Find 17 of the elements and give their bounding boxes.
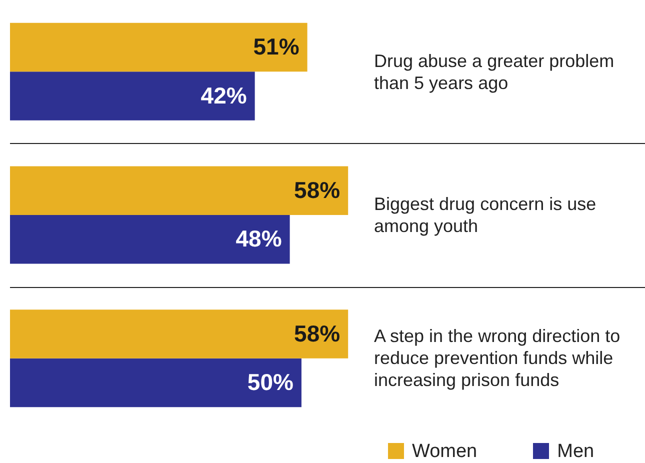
data-label: 58%: [294, 320, 340, 346]
data-label: 51%: [253, 34, 300, 60]
y-tick-label: A step in the wrong direction to reduce prevention funds while increasing prison funds: [374, 325, 622, 392]
legend-label: Men: [556, 441, 594, 463]
data-label: 42%: [200, 82, 247, 108]
data-label: 58%: [294, 176, 340, 203]
y-tick-label: Biggest drug concern is use among youth: [374, 193, 598, 237]
bar: [10, 72, 255, 120]
bar: [10, 166, 348, 215]
legend-label: Women: [411, 441, 478, 463]
data-label: 50%: [247, 369, 294, 396]
bar: [10, 215, 290, 264]
data-label: 48%: [236, 226, 282, 252]
bar: [10, 310, 348, 358]
bar: [10, 22, 308, 72]
bar: [10, 358, 302, 408]
y-tick-label: Drug abuse a greater problem than 5 years ago: [374, 50, 616, 94]
